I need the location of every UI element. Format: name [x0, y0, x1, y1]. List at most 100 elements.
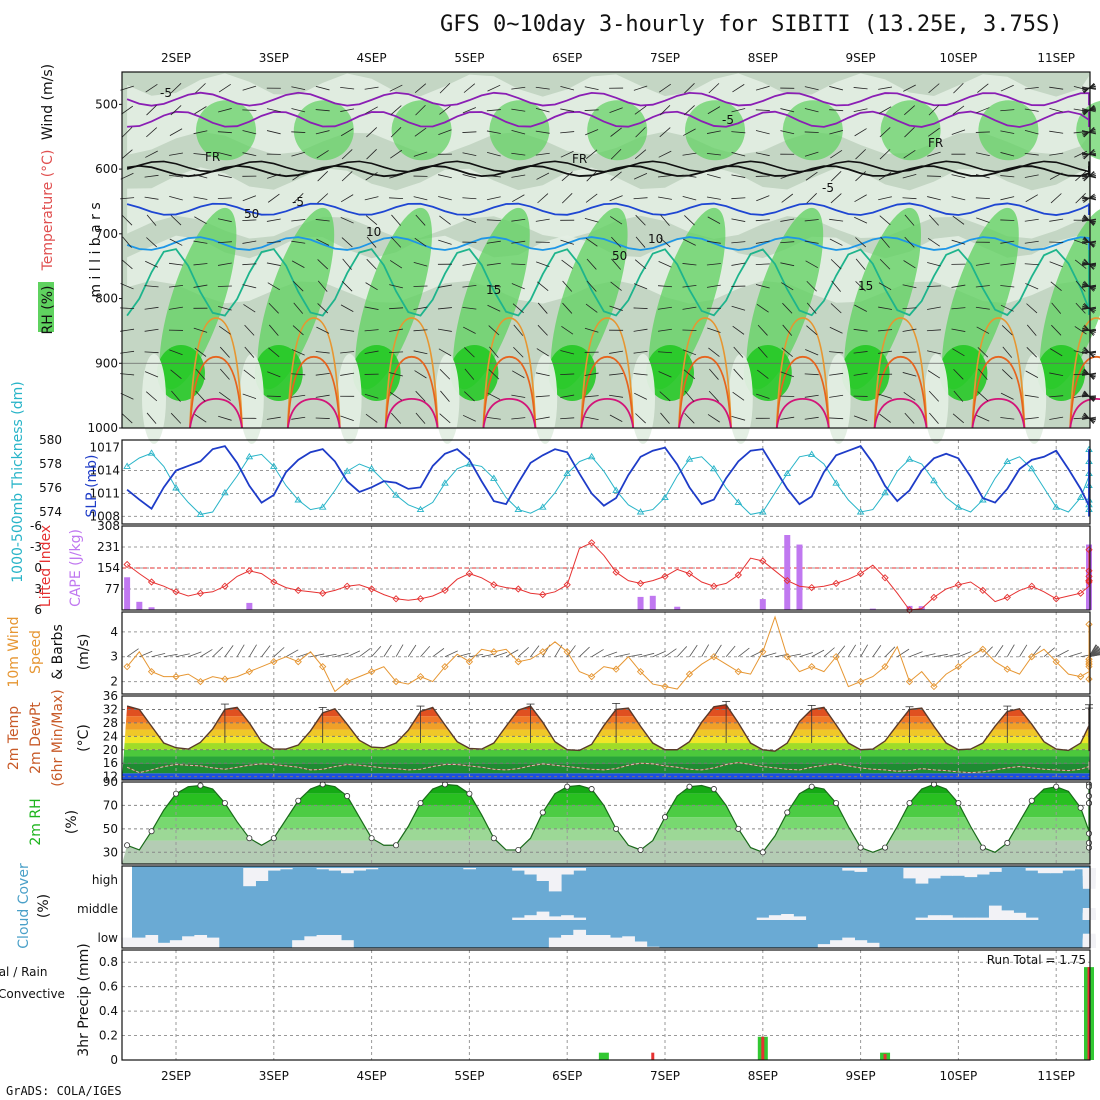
wind-barb — [1024, 174, 1039, 178]
cloud-high-cell — [915, 868, 929, 884]
wind-barb — [756, 369, 769, 379]
wind-barb-10m — [1088, 649, 1100, 658]
wind-barb — [902, 328, 917, 332]
temp-label-line3: (6hr Min/Max) — [50, 689, 66, 786]
cloud-low-cell — [634, 941, 648, 948]
wind-barb — [1025, 283, 1039, 290]
wind-barb — [486, 152, 501, 157]
cloud-high-cell — [903, 868, 917, 879]
wind-barb — [584, 109, 599, 111]
chart-title: GFS 0~10day 3-hourly for SIBITI (13.25E,… — [440, 12, 1063, 37]
wind-barb — [364, 306, 379, 310]
temp-contour-30 — [971, 397, 1026, 429]
wind-barb — [780, 262, 795, 267]
wind-barb-10m — [395, 644, 404, 657]
cloud-low-cell — [133, 937, 146, 948]
rh-band — [122, 784, 1090, 794]
wind-barb — [120, 392, 134, 400]
wind-barb — [879, 215, 891, 226]
rh-marker — [979, 844, 986, 851]
wind-barb — [146, 237, 157, 248]
precip-tick-label: 0.6 — [99, 980, 118, 994]
wind-barb-10m — [848, 644, 857, 657]
wind-barb — [1002, 346, 1013, 358]
cloud-low-cell — [316, 935, 330, 948]
wind-barb — [462, 306, 477, 310]
thickness-axis-label: 1000-500mb Thickness (dm) — [10, 381, 26, 582]
wind-barb — [585, 129, 599, 136]
temperature-legend-label: Temperature (°C) — [40, 150, 56, 272]
wind-barb — [560, 417, 575, 420]
wind-barb-10m — [420, 645, 431, 657]
wind-barb — [144, 306, 159, 310]
wind-barb — [217, 174, 232, 179]
cloud-high-cell — [255, 868, 269, 881]
wind-barb — [242, 152, 257, 157]
temp-label-line2: 2m DewPt — [28, 702, 44, 774]
temp-contour-30 — [1069, 397, 1100, 429]
lifted-index-marker — [783, 576, 791, 585]
wind-barb — [195, 368, 206, 380]
wind-barb — [927, 350, 941, 355]
wind-barb — [584, 217, 599, 223]
wind-barb — [904, 127, 915, 138]
wind-barb — [755, 152, 770, 157]
thickness-tick-label: 578 — [39, 457, 62, 471]
wind-barb — [902, 174, 917, 179]
wind-barb — [486, 240, 501, 244]
thickness-marker — [221, 488, 229, 496]
wind-barb — [805, 260, 818, 269]
wind-barb — [755, 240, 770, 244]
rh-dry-tongue — [728, 353, 753, 444]
wind-barb — [414, 237, 427, 247]
temp-tick-label: 12 — [103, 770, 118, 784]
wind-barb — [242, 393, 257, 399]
pressure-tick-label: 800 — [95, 292, 118, 306]
wind-barb — [242, 85, 257, 91]
rh-green-upper — [978, 100, 1039, 161]
wind-barb — [122, 236, 132, 248]
wind-barb-10m — [249, 644, 257, 657]
wind-barb — [780, 241, 795, 244]
wind-barb — [951, 284, 966, 288]
wind-barb — [1024, 152, 1039, 156]
rh-green-plume — [159, 207, 237, 390]
upper-air-frame — [121, 71, 1091, 429]
wind-barb — [658, 150, 672, 158]
wind-barb — [951, 196, 966, 201]
wind-barb — [266, 130, 281, 135]
wind-barb-10m — [188, 651, 202, 658]
wind-barb — [609, 350, 624, 354]
lifted-index-marker — [319, 589, 327, 597]
wind-barb — [976, 217, 990, 223]
wind-barb — [952, 105, 965, 115]
wind-barb — [731, 416, 746, 421]
wind-barb — [415, 214, 426, 226]
cloud-axis-unit: (%) — [36, 894, 52, 918]
wind-barb — [756, 304, 769, 313]
wind-barb — [437, 328, 452, 332]
wind-barb-10m — [224, 645, 234, 657]
precip-axis-label: 3hr Precip (mm) — [76, 943, 92, 1056]
thickness-marker — [441, 479, 449, 486]
wind-barb — [340, 372, 355, 376]
wind-barb — [291, 86, 306, 91]
wind-barb — [1026, 303, 1038, 314]
lifted-tick-label: -3 — [30, 540, 42, 554]
wind-barb — [806, 193, 817, 204]
wind-barb — [975, 262, 990, 266]
pressure-tick-label: 900 — [95, 356, 118, 370]
wind-barb — [633, 197, 648, 200]
wind-barb — [144, 351, 159, 354]
cloud-middle-cell — [1082, 912, 1096, 920]
wind-barb — [1000, 152, 1015, 157]
cloud-high-cell — [548, 868, 562, 892]
cloud-high-cell — [842, 868, 855, 871]
wind-barb — [291, 219, 306, 222]
wind-barb — [658, 261, 672, 268]
bottom-day-tick: 7SEP — [650, 1069, 680, 1083]
wind-barb — [707, 216, 721, 224]
wind-barb — [315, 417, 330, 419]
wind-barb — [978, 368, 988, 380]
